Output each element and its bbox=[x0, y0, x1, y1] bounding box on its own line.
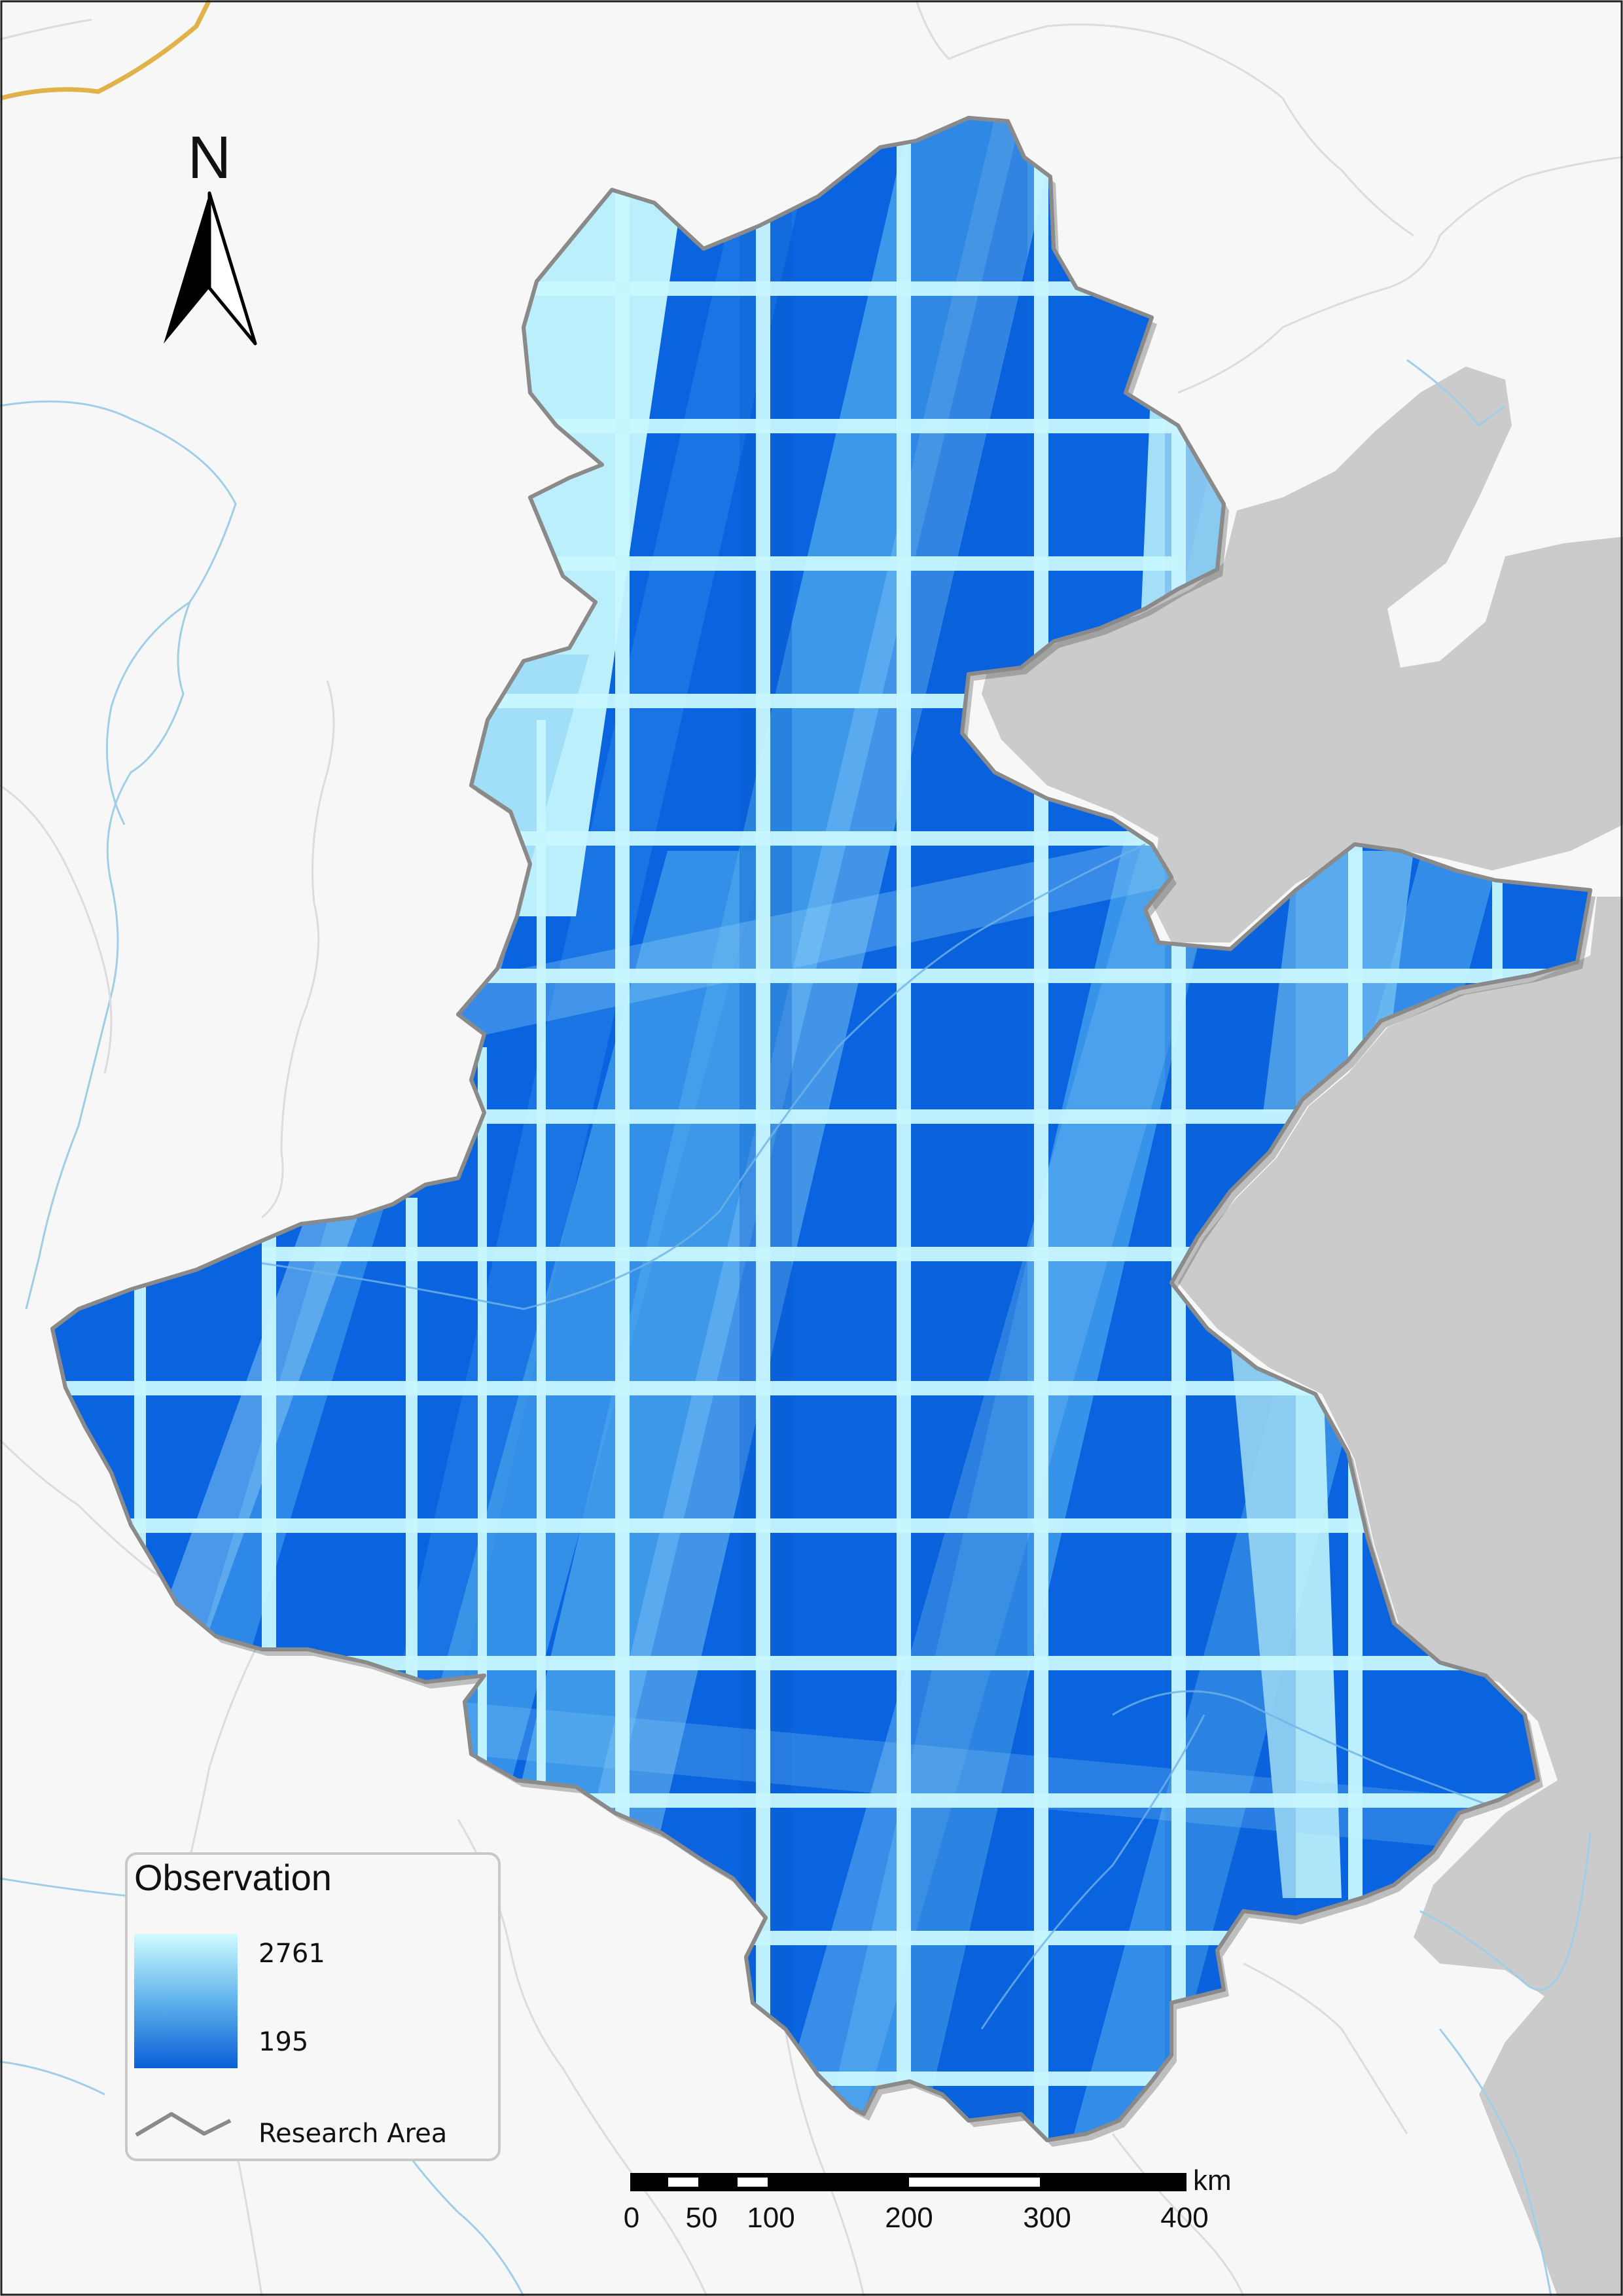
scale-tick-400: 400 bbox=[1160, 2202, 1208, 2234]
scale-tick-100: 100 bbox=[747, 2202, 794, 2234]
scale-tick-0: 0 bbox=[624, 2202, 639, 2234]
scale-tick-200: 200 bbox=[885, 2202, 933, 2234]
north-arrow: N bbox=[164, 124, 257, 346]
yellow-sea bbox=[1178, 897, 1623, 2296]
legend-title: Observation bbox=[134, 1857, 332, 1898]
legend-box bbox=[125, 1852, 501, 2161]
legend-min-label: 195 bbox=[259, 2027, 308, 2057]
sea-areas bbox=[982, 367, 1623, 2296]
legend: Observation 2761 195 Research Area bbox=[125, 1852, 501, 2161]
scale-segment bbox=[668, 2178, 698, 2187]
scale-segment bbox=[909, 2178, 1040, 2187]
scale-tick-300: 300 bbox=[1023, 2202, 1071, 2234]
north-label: N bbox=[188, 124, 231, 191]
research-area-line-icon bbox=[135, 2112, 232, 2137]
legend-boundary-label: Research Area bbox=[259, 2119, 447, 2149]
scale-unit: km bbox=[1193, 2164, 1232, 2197]
bohai-sea bbox=[982, 367, 1623, 942]
scale-segment bbox=[738, 2178, 768, 2187]
legend-color-ramp bbox=[134, 1934, 238, 2068]
legend-max-label: 2761 bbox=[259, 1939, 325, 1969]
scale-tick-50: 50 bbox=[686, 2202, 718, 2234]
scale-bar: km 0 50 100 200 300 400 bbox=[624, 2164, 1232, 2234]
research-area-boundary bbox=[50, 116, 1592, 2142]
north-arrow-icon bbox=[164, 193, 209, 344]
